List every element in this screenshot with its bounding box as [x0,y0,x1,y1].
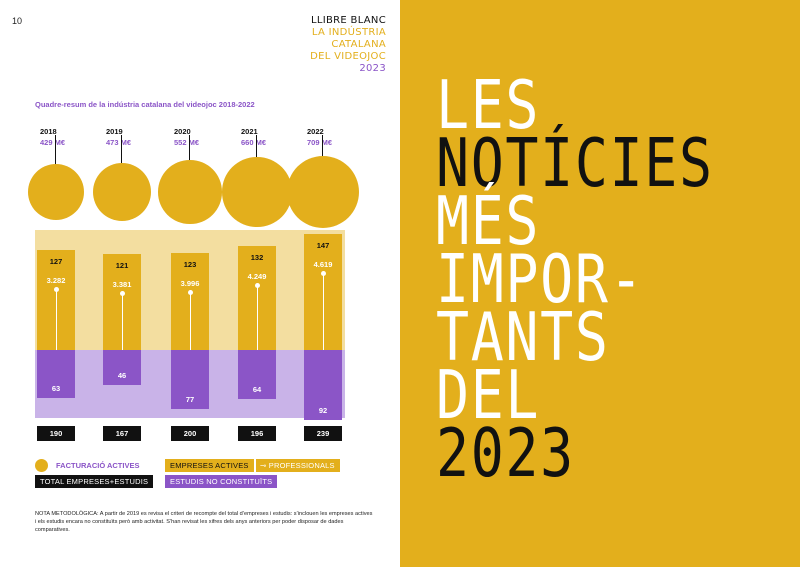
professionals-stem [322,274,324,383]
title-line-5: TANTS [436,298,610,376]
professionals-stem [256,286,258,383]
revenue-label: 473 M€ [106,138,132,147]
professionals-dot [53,286,59,292]
header-line-1: LLIBRE BLANC [311,15,386,26]
title-line-4: IMPOR- [436,240,645,318]
year-label: 2018 [40,127,57,136]
header-line-4: DEL VIDEOJOC [310,51,386,62]
total-value: 167 [103,426,141,441]
title-line-2: NOTÍCIES [436,124,714,202]
studios-value: 63 [51,383,61,393]
title-line-7: 2023 [436,414,575,492]
revenue-label: 552 M€ [174,138,200,147]
methodology-note: NOTA METODOLÒGICA: A partir de 2019 es r… [35,511,373,533]
professionals-value: 4.249 [247,271,267,281]
professionals-dot [119,291,125,297]
studios-bar [37,350,75,398]
title-line-1: LES [436,66,541,144]
year-tick [121,135,122,163]
companies-value: 132 [250,252,264,262]
revenue-label: 429 M€ [40,138,66,147]
professionals-stem [189,293,191,383]
professionals-value: 3.381 [112,280,132,290]
studios-value: 46 [117,370,127,380]
revenue-label: 660 M€ [241,138,267,147]
year-tick [189,135,190,161]
studios-value: 64 [252,384,262,394]
year-label: 2021 [241,127,258,136]
professionals-dot [320,270,326,276]
total-value: 196 [238,426,276,441]
companies-legend: EMPRESES ACTIVES [165,459,254,472]
companies-value: 123 [183,259,197,269]
year-tick [256,135,257,158]
professionals-dot [187,289,193,295]
left-page: 10 LLIBRE BLANC LA INDÚSTRIA CATALANA DE… [12,15,386,533]
header-line-5: 2023 [359,63,386,74]
revenue-label: 709 M€ [307,138,333,147]
year-label: 2019 [106,127,123,136]
section-title: LES NOTÍCIES MÉS IMPOR- TANTS DEL 2023 [436,66,714,492]
revenue-legend-dot [35,459,48,472]
revenue-circle [287,156,359,228]
book-header: LLIBRE BLANC LA INDÚSTRIA CATALANA DEL V… [310,15,386,75]
professionals-value: 3.996 [180,278,200,288]
professionals-stem [55,290,57,383]
revenue-circle [92,162,152,222]
studios-bar [238,350,276,399]
professionals-legend: ⊸ PROFESSIONALS [256,459,340,472]
total-value: 190 [37,426,75,441]
studios-bar [103,350,141,385]
studios-legend: ESTUDIS NO CONSTITUÏTS [165,475,278,488]
revenue-circle [158,160,222,224]
revenue-circle [222,157,292,227]
studios-value: 77 [185,394,195,404]
professionals-dot [254,282,260,288]
companies-value: 147 [316,240,330,250]
revenue-circle [27,163,84,220]
professionals-value: 4.619 [313,259,333,269]
year-label: 2020 [174,127,191,136]
right-page: LES NOTÍCIES MÉS IMPOR- TANTS DEL 2023 [400,0,800,567]
title-line-6: DEL [436,356,541,434]
studios-bar [304,350,342,420]
page-number: 10 [12,16,23,26]
professionals-stem [121,295,123,383]
arrow-icon: ⊸ [260,461,269,470]
studios-bar [171,350,209,409]
revenue-legend-label: FACTURACIÓ ACTIVES [56,461,140,470]
year-tick [55,135,56,164]
total-value: 239 [304,426,342,441]
studios-value: 92 [318,405,328,415]
companies-value: 121 [115,261,129,271]
professionals-value: 3.282 [46,275,66,285]
header-line-2: LA INDÚSTRIA [311,27,386,38]
chart-title: Quadre-resum de la indústria catalana de… [35,100,255,109]
title-line-3: MÉS [436,182,541,260]
year-label: 2022 [307,127,324,136]
header-line-3: CATALANA [331,39,386,50]
companies-value: 127 [49,256,63,266]
professionals-legend-label: PROFESSIONALS [268,461,335,470]
total-value: 200 [171,426,209,441]
total-legend: TOTAL EMPRESES+ESTUDIS [35,475,154,488]
year-tick [322,135,323,156]
